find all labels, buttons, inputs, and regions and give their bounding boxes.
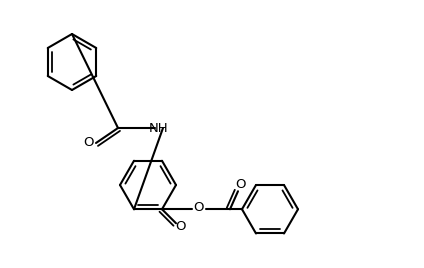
Text: O: O — [235, 178, 245, 191]
Text: O: O — [194, 201, 204, 214]
Text: NH: NH — [149, 121, 169, 135]
Text: O: O — [176, 220, 186, 233]
Text: O: O — [84, 136, 94, 150]
